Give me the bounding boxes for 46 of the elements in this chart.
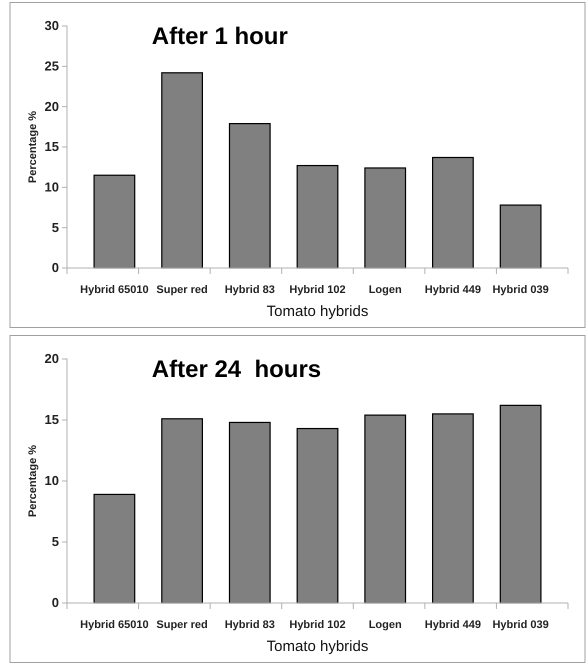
y-tick-label: 20	[44, 98, 59, 114]
bar	[364, 167, 406, 269]
x-tick-label: Hybrid 65010	[80, 619, 149, 631]
x-tick-label: Hybrid 83	[224, 619, 275, 631]
bar	[228, 422, 271, 604]
x-tick-label: Hybrid 039	[492, 284, 549, 296]
y-tick-label: 30	[44, 18, 59, 34]
x-tick-label: Hybrid 102	[289, 284, 346, 296]
x-tick-label: Hybrid 449	[424, 284, 482, 296]
bar	[93, 494, 136, 604]
y-tick-label: 15	[44, 139, 59, 154]
y-tick-label: 15	[44, 412, 59, 428]
x-tick-label: Hybrid 039	[492, 619, 549, 631]
x-tick-label: Logen	[368, 284, 402, 296]
y-tick-label: 0	[52, 595, 59, 610]
x-tick-label: Super red	[156, 619, 208, 631]
x-tick-label: Hybrid 102	[289, 619, 346, 631]
bar	[500, 404, 542, 604]
y-tick-label: 10	[44, 473, 59, 488]
x-tick-label: Hybrid 65010	[80, 284, 149, 296]
chart-title: After 1 hour	[152, 23, 288, 50]
x-tick-label: Hybrid 83	[224, 284, 275, 296]
bar	[364, 414, 406, 604]
y-tick-label: 20	[44, 351, 59, 366]
x-axis-title: Tomato hybrids	[266, 638, 368, 655]
bar	[432, 413, 474, 604]
bar	[432, 156, 474, 269]
y-tick-label: 5	[52, 534, 59, 550]
y-tick-label: 25	[44, 58, 59, 74]
bar	[161, 418, 204, 604]
bar	[161, 72, 204, 269]
x-tick-label: Super red	[156, 284, 208, 296]
bar	[296, 164, 338, 269]
x-tick-label: Logen	[368, 619, 402, 631]
y-tick-label: 10	[44, 179, 59, 194]
y-tick-label: 5	[52, 220, 59, 235]
bar	[228, 123, 271, 269]
y-axis-title: Percentage %	[27, 444, 39, 518]
chart-title: After 24 hours	[152, 356, 322, 383]
x-tick-label: Hybrid 449	[424, 619, 482, 631]
x-axis-title: Tomato hybrids	[266, 303, 368, 320]
bar	[500, 204, 542, 269]
bar	[296, 428, 338, 604]
bar	[93, 174, 136, 269]
y-tick-label: 0	[52, 260, 59, 276]
y-axis-title: Percentage %	[27, 110, 39, 184]
